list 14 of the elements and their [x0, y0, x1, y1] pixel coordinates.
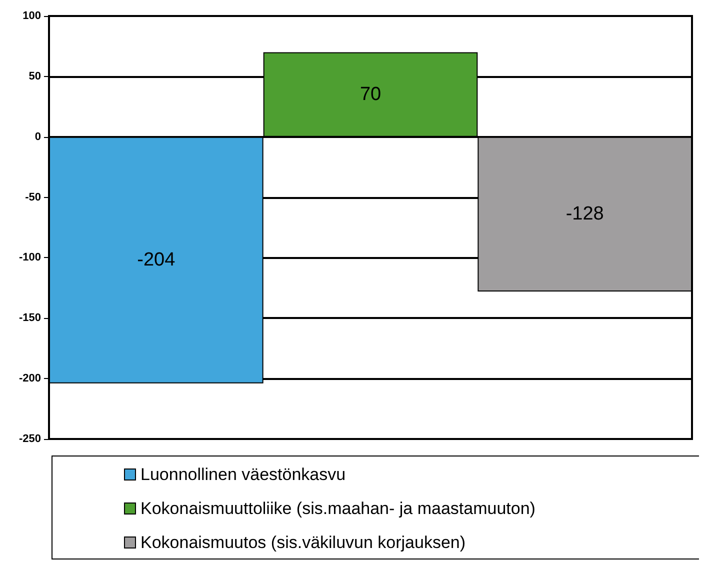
y-tick-label: 50 — [28, 70, 41, 82]
legend-label: Luonnollinen väestönkasvu — [140, 465, 346, 484]
y-tick-label: 100 — [22, 10, 41, 22]
y-tick-label: 0 — [34, 130, 41, 143]
legend-label: Kokonaismuutos (sis.väkiluvun korjauksen) — [140, 533, 466, 552]
data-label: 70 — [360, 84, 382, 106]
data-label: -204 — [137, 250, 176, 271]
y-tick-label: -150 — [18, 312, 41, 324]
data-label: -128 — [566, 204, 604, 225]
y-tick-label: -250 — [18, 433, 41, 445]
y-tick-label: -50 — [25, 191, 41, 204]
y-tick-label: -100 — [18, 252, 41, 264]
y-tick-label: -200 — [18, 372, 41, 385]
legend-label: Kokonaismuuttoliike (sis.maahan- ja maastamuuton) — [140, 499, 536, 518]
